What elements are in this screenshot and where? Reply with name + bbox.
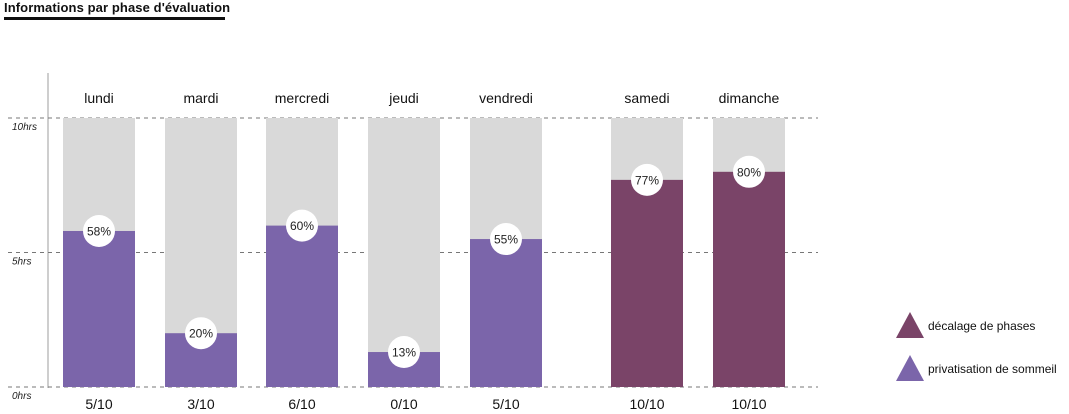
- percentage-label: 55%: [494, 233, 518, 247]
- category-label: dimanche: [719, 90, 780, 106]
- y-tick-label: 0hrs: [12, 391, 31, 402]
- percentage-label: 77%: [635, 173, 659, 187]
- triangle-icon: [896, 312, 924, 338]
- percentage-label: 80%: [737, 165, 761, 179]
- category-label: vendredi: [479, 90, 533, 106]
- score-label: 0/10: [390, 396, 417, 412]
- bar-value: [611, 179, 683, 387]
- percentage-badge: [83, 214, 115, 247]
- bar-value: [470, 239, 542, 387]
- score-label: 5/10: [492, 396, 519, 412]
- score-label: 3/10: [187, 396, 214, 412]
- bars-layer: [63, 118, 785, 387]
- score-label: 6/10: [288, 396, 315, 412]
- title-underline: [4, 17, 225, 20]
- labels-layer: lundi 58% 5/10 mardi 20% 3/10 mercredi 60% 6/10 j…: [83, 90, 780, 412]
- y-tick-label: 5hrs: [12, 257, 31, 268]
- percentage-badge: [388, 336, 420, 369]
- percentage-label: 20%: [189, 327, 213, 341]
- percentage-label: 58%: [87, 224, 111, 238]
- bar-value: [713, 171, 785, 387]
- percentage-label: 60%: [290, 219, 314, 233]
- triangle-icon: [896, 355, 924, 381]
- percentage-badge: [733, 155, 765, 188]
- percentage-badge: [286, 209, 318, 242]
- legend-label: décalage de phases: [928, 319, 1036, 333]
- category-label: mardi: [183, 90, 218, 106]
- score-label: 5/10: [85, 396, 112, 412]
- percentage-badge: [490, 223, 522, 256]
- chart-title: Informations par phase d'évaluation: [4, 0, 231, 15]
- score-label: 10/10: [731, 396, 766, 412]
- category-label: mercredi: [275, 90, 329, 106]
- legend-label: privatisation de sommeil: [928, 362, 1057, 376]
- bar-value: [63, 230, 135, 387]
- percentage-badge: [185, 317, 217, 350]
- category-label: lundi: [84, 90, 114, 106]
- category-label: samedi: [624, 90, 669, 106]
- category-label: jeudi: [388, 90, 419, 106]
- y-tick-label: 10hrs: [12, 122, 37, 133]
- bar-value: [266, 225, 338, 387]
- percentage-badge: [631, 163, 663, 196]
- percentage-label: 13%: [392, 346, 416, 360]
- score-label: 10/10: [629, 396, 664, 412]
